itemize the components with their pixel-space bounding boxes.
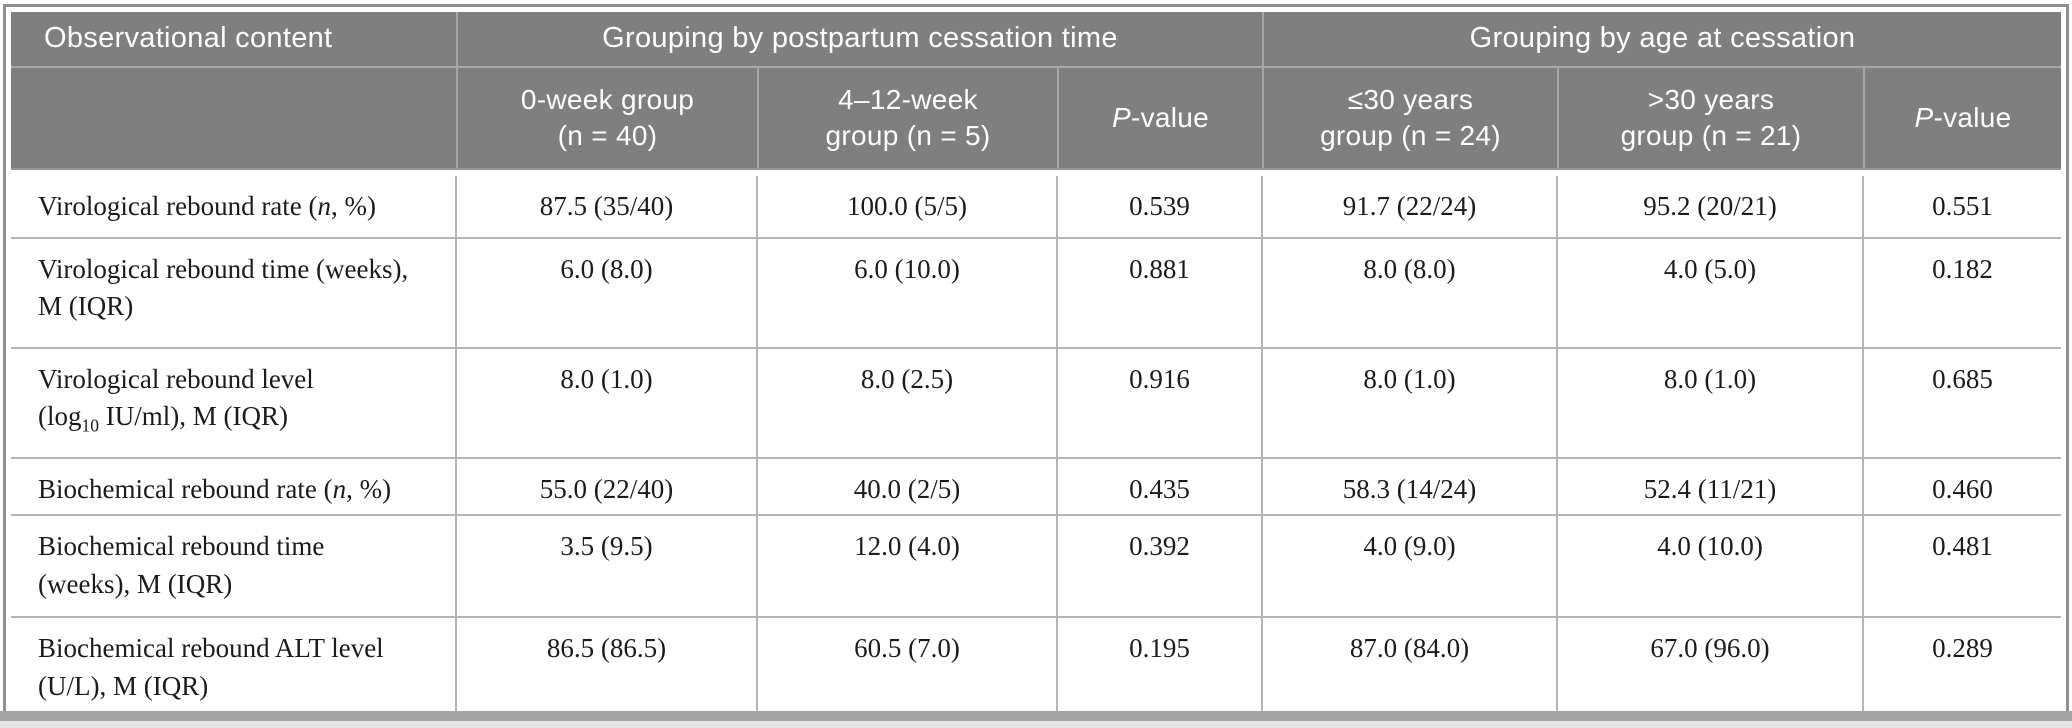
header-le30-line2: group (n = 24)	[1320, 120, 1501, 151]
header-observational-label: Observational content	[44, 22, 333, 55]
table-cell: 4.0 (9.0)	[1261, 514, 1557, 618]
header-group-age-label: Grouping by age at cessation	[1469, 22, 1856, 55]
table-cell: 0.916	[1056, 347, 1262, 458]
header-4-12-week-group: 4–12-week group (n = 5)	[757, 66, 1057, 168]
table-row: Biochemical rebound time (weeks), M (IQR…	[11, 514, 2061, 618]
table-cell: 0.182	[1862, 237, 2061, 348]
table-cell: 58.3 (14/24)	[1261, 456, 1557, 516]
table-cell: 40.0 (2/5)	[756, 456, 1057, 516]
table-body: Virological rebound rate (n, %) 87.5 (35…	[11, 176, 2061, 712]
table-cell: 0.539	[1056, 176, 1262, 238]
row-label: Virological rebound time (weeks), M (IQR…	[11, 237, 456, 348]
row-label: Biochemical rebound rate (n, %)	[11, 456, 456, 516]
table-cell: 0.392	[1056, 514, 1262, 618]
header-group-postpartum-label: Grouping by postpartum cessation time	[602, 22, 1118, 55]
row-label: Biochemical rebound time (weeks), M (IQR…	[11, 514, 456, 618]
table-cell: 67.0 (96.0)	[1556, 616, 1863, 712]
header-4-12-week-line1: 4–12-week	[838, 83, 978, 115]
table-cell: 87.5 (35/40)	[455, 176, 757, 238]
header-le30-line1: ≤30 years	[1347, 83, 1474, 115]
row-label: Virological rebound rate (n, %)	[38, 191, 377, 221]
header-0-week-line1: 0-week group	[520, 83, 695, 115]
table-cell: 6.0 (10.0)	[756, 237, 1057, 348]
table-header: Observational content Grouping by postpa…	[11, 12, 2061, 170]
table-row: Virological rebound level (log10 IU/ml),…	[11, 347, 2061, 458]
table-row: Virological rebound time (weeks), M (IQR…	[11, 237, 2061, 348]
results-table-figure: Observational content Grouping by postpa…	[0, 4, 2072, 728]
table-cell: 0.551	[1862, 176, 2061, 238]
header-4-12-week-line2: group (n = 5)	[825, 120, 991, 151]
header-p-value-label: P-value	[1111, 101, 1210, 133]
table-cell: 60.5 (7.0)	[756, 616, 1057, 712]
header-p-value-postpartum: P-value	[1057, 66, 1262, 168]
row-label: Biochemical rebound ALT level (U/L), M (…	[11, 616, 456, 712]
header-gt30-line1: >30 years	[1647, 83, 1775, 115]
header-observational-content: Observational content	[11, 12, 456, 66]
table-cell: 0.460	[1862, 456, 2061, 516]
table-bottom-shadow	[0, 721, 2072, 728]
table-cell: 52.4 (11/21)	[1556, 456, 1863, 516]
header-le30-years-group: ≤30 years group (n = 24)	[1262, 66, 1557, 168]
row-label: Virological rebound level (log10 IU/ml),…	[11, 347, 456, 458]
table-cell: 4.0 (10.0)	[1556, 514, 1863, 618]
table-cell: 6.0 (8.0)	[455, 237, 757, 348]
table-cell: 0.881	[1056, 237, 1262, 348]
table-cell: 8.0 (2.5)	[756, 347, 1057, 458]
table-cell: 3.5 (9.5)	[455, 514, 757, 618]
table-cell: 8.0 (1.0)	[455, 347, 757, 458]
table-bottom-rule	[0, 711, 2072, 722]
table-cell: 12.0 (4.0)	[756, 514, 1057, 618]
table-cell: 91.7 (22/24)	[1261, 176, 1557, 238]
table-cell: 4.0 (5.0)	[1556, 237, 1863, 348]
table-cell: 8.0 (1.0)	[1556, 347, 1863, 458]
table-row: Virological rebound rate (n, %) 87.5 (35…	[11, 176, 2061, 238]
header-empty-cell	[11, 66, 456, 168]
header-group-postpartum: Grouping by postpartum cessation time	[456, 12, 1262, 66]
table-cell: 8.0 (1.0)	[1261, 347, 1557, 458]
table-cell: 0.685	[1862, 347, 2061, 458]
table-frame: Observational content Grouping by postpa…	[3, 4, 2069, 712]
table-cell: 86.5 (86.5)	[455, 616, 757, 712]
header-group-age: Grouping by age at cessation	[1262, 12, 2061, 66]
header-gt30-line2: group (n = 21)	[1620, 120, 1802, 151]
header-p-value-age: P-value	[1863, 66, 2061, 168]
table-cell: 0.481	[1862, 514, 2061, 618]
header-0-week-line2: (n = 40)	[557, 120, 658, 151]
table-cell: 95.2 (20/21)	[1556, 176, 1863, 238]
header-gt30-years-group: >30 years group (n = 21)	[1557, 66, 1863, 168]
table-cell: 100.0 (5/5)	[756, 176, 1057, 238]
table-row: Biochemical rebound ALT level (U/L), M (…	[11, 616, 2061, 712]
table-cell: 87.0 (84.0)	[1261, 616, 1557, 712]
header-0-week-group: 0-week group (n = 40)	[456, 66, 757, 168]
table-cell: 55.0 (22/40)	[455, 456, 757, 516]
table-row: Biochemical rebound rate (n, %) 55.0 (22…	[11, 456, 2061, 516]
table-cell: 0.289	[1862, 616, 2061, 712]
header-p-value-label: P-value	[1914, 101, 2012, 133]
table-cell: 0.435	[1056, 456, 1262, 516]
table-cell: 8.0 (8.0)	[1261, 237, 1557, 348]
table-cell: 0.195	[1056, 616, 1262, 712]
